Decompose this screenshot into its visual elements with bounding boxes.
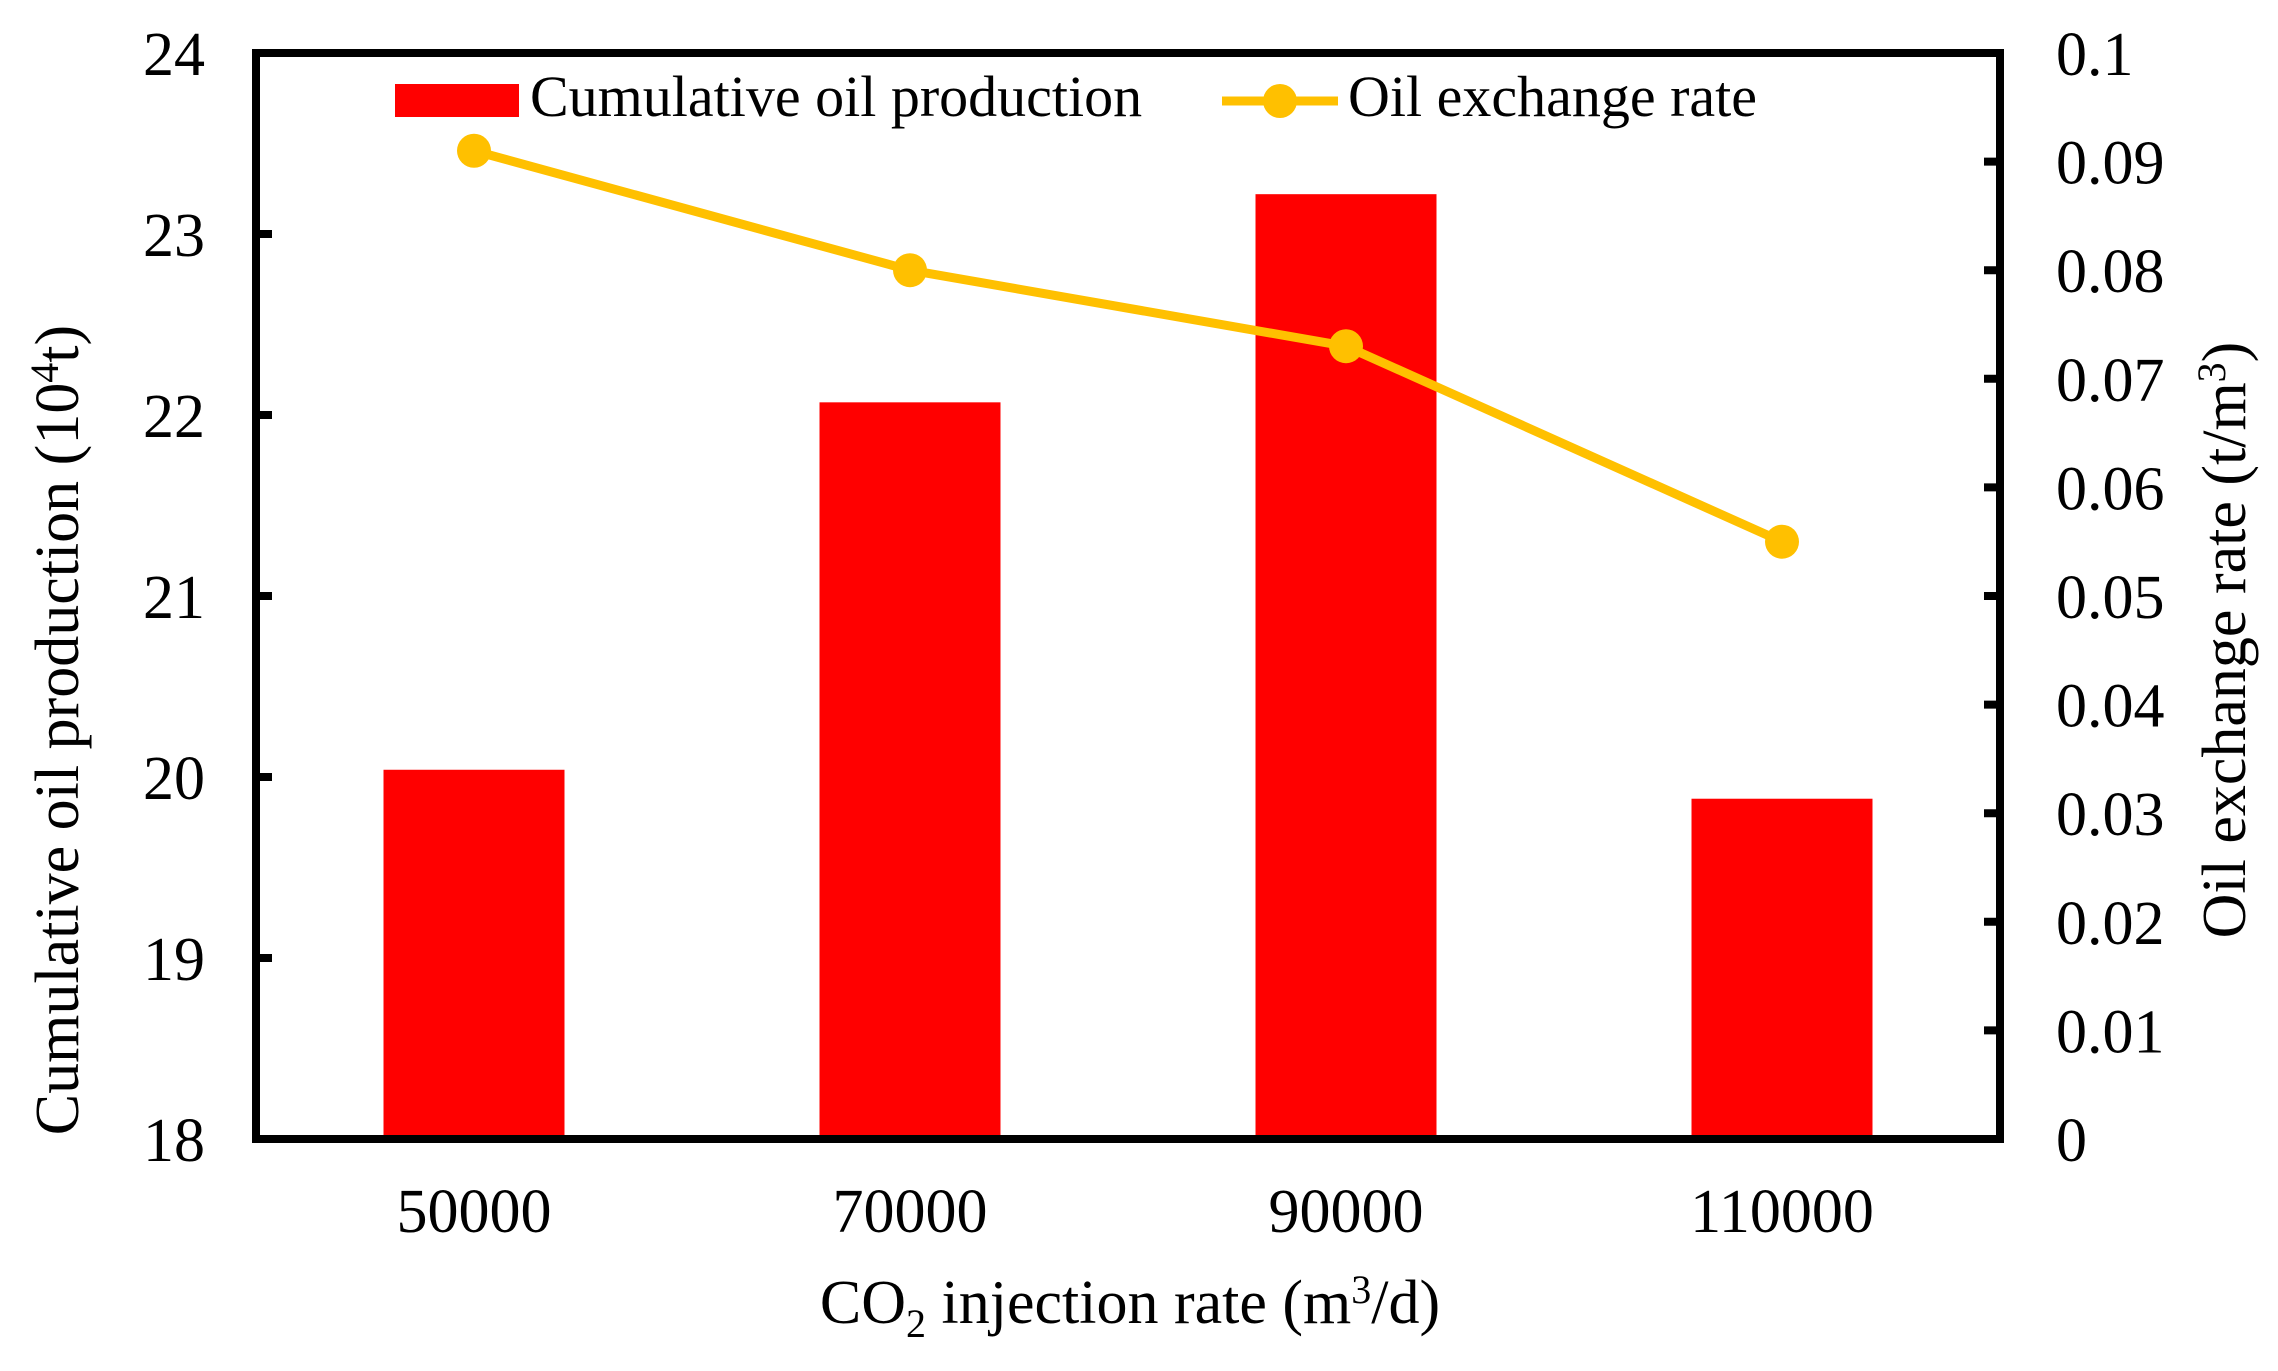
line-marker-70000 — [893, 253, 927, 288]
legend-bar-swatch — [395, 84, 519, 117]
oil-exchange-rate-line — [472, 146, 1784, 546]
left-axis-title: Cumulative oil production (104t) — [22, 325, 92, 1135]
x-axis-tick-label: 50000 — [397, 1178, 552, 1246]
x-axis-tick-label: 90000 — [1269, 1178, 1424, 1246]
x-axis-tick-label: 110000 — [1690, 1178, 1874, 1246]
right-axis-tick-label: 0.1 — [2056, 21, 2134, 89]
left-axis-tick-label: 18 — [143, 1107, 205, 1175]
right-axis-tick-label: 0.09 — [2056, 130, 2165, 198]
right-axis-tick-label: 0.08 — [2056, 238, 2165, 306]
x-axis-tick-label: 70000 — [833, 1178, 988, 1246]
right-axis-title: Oil exchange rate (t/m3) — [2189, 342, 2259, 939]
right-axis-tick-label: 0.02 — [2056, 890, 2165, 958]
bar-70000 — [819, 402, 1001, 1140]
right-axis-tick-label: 0 — [2056, 1107, 2087, 1175]
legend-label-cumulative-oil-production: Cumulative oil production — [530, 64, 1142, 129]
left-axis-tick-label: 22 — [143, 383, 205, 451]
left-axis-tick-label: 21 — [143, 564, 205, 632]
right-axis-tick-label: 0.06 — [2056, 455, 2165, 523]
left-axis-tick-label: 23 — [143, 202, 205, 270]
legend-line-marker — [1263, 84, 1297, 118]
line-marker-50000 — [457, 133, 491, 168]
right-axis-tick-label: 0.07 — [2056, 347, 2165, 415]
right-axis-tick-label: 0.03 — [2056, 781, 2165, 849]
line-marker-110000 — [1765, 524, 1799, 559]
legend-label-oil-exchange-rate: Oil exchange rate — [1348, 64, 1757, 129]
right-axis-tick-label: 0.05 — [2056, 564, 2165, 632]
left-axis-tick-label: 19 — [143, 926, 205, 994]
bar-110000 — [1691, 798, 1873, 1139]
right-axis-tick-label: 0.01 — [2056, 998, 2165, 1066]
left-axis-tick-label: 20 — [143, 745, 205, 813]
left-axis-tick-label: 24 — [143, 21, 205, 89]
right-axis-tick-label: 0.04 — [2056, 673, 2165, 741]
bar-50000 — [383, 769, 565, 1139]
x-axis-title: CO2 injection rate (m3/d) — [820, 1267, 1440, 1346]
line-marker-90000 — [1329, 329, 1363, 364]
